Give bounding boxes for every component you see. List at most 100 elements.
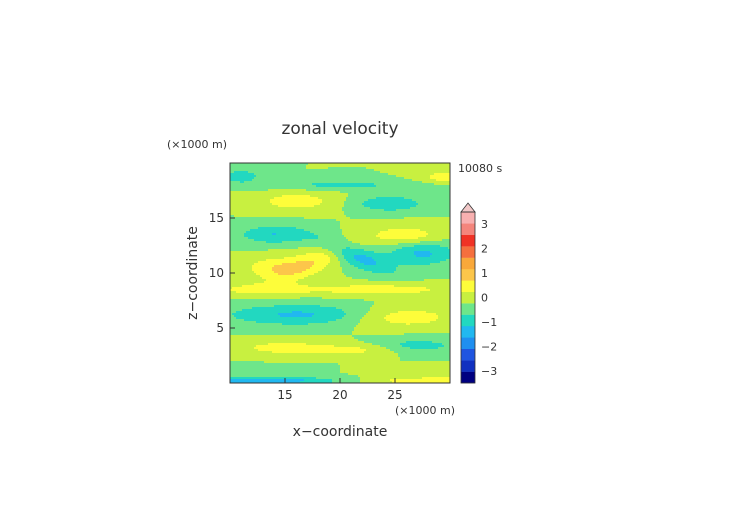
contour-cell — [266, 217, 269, 220]
contour-cell — [258, 217, 261, 220]
contour-cell — [258, 219, 261, 222]
contour-cell — [304, 229, 307, 232]
contour-cell — [380, 243, 383, 246]
contour-cell — [440, 241, 443, 244]
contour-cell — [412, 239, 415, 242]
contour-cell — [244, 205, 247, 208]
contour-cell — [406, 235, 409, 238]
contour-cell — [250, 201, 253, 204]
contour-cell — [252, 167, 255, 170]
contour-cell — [422, 165, 425, 168]
contour-cell — [310, 247, 313, 250]
contour-cell — [236, 233, 239, 236]
contour-cell — [336, 197, 339, 200]
contour-cell — [296, 185, 299, 188]
contour-cell — [340, 169, 343, 172]
contour-cell — [306, 179, 309, 182]
contour-cell — [242, 171, 245, 174]
contour-cell — [230, 241, 233, 244]
contour-cell — [234, 223, 237, 226]
contour-cell — [280, 189, 283, 192]
contour-cell — [252, 169, 255, 172]
contour-cell — [260, 231, 263, 234]
contour-cell — [402, 235, 405, 238]
contour-cell — [338, 249, 341, 252]
contour-cell — [372, 177, 375, 180]
contour-cell — [366, 225, 369, 228]
contour-cell — [358, 191, 361, 194]
contour-cell — [420, 173, 423, 176]
contour-cell — [426, 189, 429, 192]
contour-cell — [270, 165, 273, 168]
contour-cell — [284, 251, 287, 254]
contour-cell — [446, 249, 449, 252]
contour-cell — [428, 207, 431, 210]
contour-cell — [440, 223, 443, 226]
contour-cell — [316, 233, 319, 236]
contour-cell — [422, 167, 425, 170]
contour-cell — [358, 229, 361, 232]
contour-cell — [292, 173, 295, 176]
contour-cell — [438, 231, 441, 234]
contour-cell — [284, 179, 287, 182]
contour-cell — [244, 181, 247, 184]
contour-cell — [366, 201, 369, 204]
contour-cell — [316, 179, 319, 182]
contour-cell — [344, 171, 347, 174]
contour-cell — [258, 197, 261, 200]
contour-cell — [288, 223, 291, 226]
contour-cell — [240, 195, 243, 198]
contour-cell — [416, 203, 419, 206]
contour-cell — [304, 175, 307, 178]
contour-cell — [400, 183, 403, 186]
contour-cell — [446, 213, 449, 216]
contour-cell — [448, 235, 451, 238]
contour-cell — [438, 189, 441, 192]
contour-cell — [234, 229, 237, 232]
contour-cell — [420, 249, 423, 252]
contour-cell — [232, 211, 235, 214]
contour-cell — [296, 241, 299, 244]
contour-cell — [324, 165, 327, 168]
contour-cell — [388, 191, 391, 194]
contour-cell — [334, 195, 337, 198]
contour-cell — [256, 227, 259, 230]
contour-cell — [230, 223, 233, 226]
contour-cell — [402, 173, 405, 176]
contour-cell — [260, 181, 263, 184]
contour-cell — [410, 171, 413, 174]
contour-cell — [328, 205, 331, 208]
contour-cell — [368, 209, 371, 212]
contour-cell — [270, 237, 273, 240]
contour-cell — [306, 215, 309, 218]
contour-cell — [416, 209, 419, 212]
contour-cell — [384, 251, 387, 254]
contour-cell — [414, 199, 417, 202]
contour-cell — [322, 163, 325, 166]
contour-cell — [418, 191, 421, 194]
contour-cell — [436, 231, 439, 234]
contour-cell — [284, 225, 287, 228]
contour-cell — [316, 253, 319, 256]
contour-cell — [404, 167, 407, 170]
contour-cell — [278, 211, 281, 214]
contour-cell — [326, 227, 329, 230]
contour-cell — [292, 203, 295, 206]
contour-cell — [428, 213, 431, 216]
contour-cell — [334, 215, 337, 218]
contour-cell — [388, 173, 391, 176]
contour-cell — [262, 249, 265, 252]
contour-cell — [418, 175, 421, 178]
contour-cell — [272, 179, 275, 182]
contour-cell — [344, 215, 347, 218]
contour-cell — [330, 205, 333, 208]
contour-cell — [386, 189, 389, 192]
contour-cell — [438, 211, 441, 214]
contour-cell — [400, 215, 403, 218]
contour-cell — [388, 243, 391, 246]
contour-cell — [448, 239, 451, 242]
contour-cell — [400, 201, 403, 204]
contour-cell — [444, 225, 447, 228]
contour-cell — [264, 163, 267, 166]
contour-cell — [328, 179, 331, 182]
